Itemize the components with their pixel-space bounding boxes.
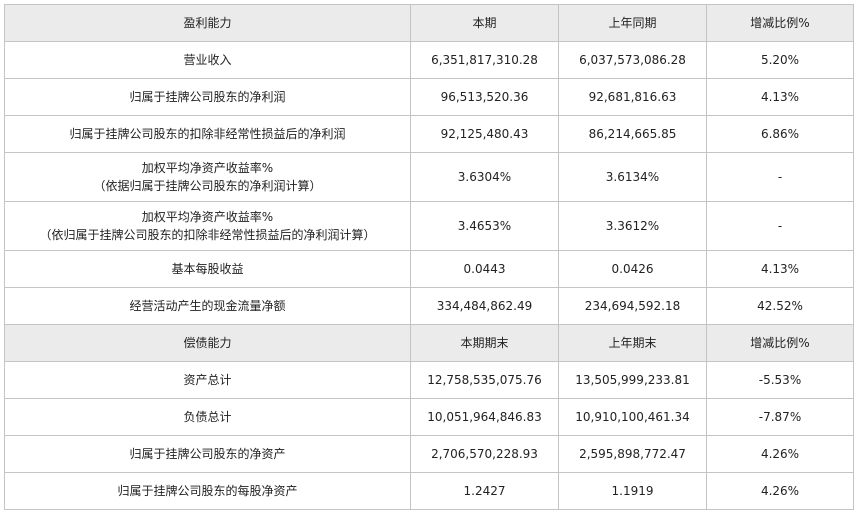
- data-row: 加权平均净资产收益率% （依归属于挂牌公司股东的扣除非经常性损益后的净利润计算） 3…: [4, 201, 854, 251]
- header-cell: 本期期末: [410, 324, 559, 362]
- cell-line: 加权平均净资产收益率%: [141, 161, 274, 175]
- data-row: 归属于挂牌公司股东的扣除非经常性损益后的净利润 92,125,480.43 86,2…: [4, 115, 854, 153]
- data-row: 归属于挂牌公司股东的净资产 2,706,570,228.93 2,595,898,7…: [4, 435, 854, 473]
- value-cell: 10,051,964,846.83: [410, 398, 559, 436]
- value-cell: 4.26%: [706, 435, 854, 473]
- value-cell: 3.6304%: [410, 152, 559, 202]
- header-cell: 上年同期: [558, 4, 707, 42]
- cell-line: （依归属于挂牌公司股东的扣除非经常性损益后的净利润计算）: [39, 228, 376, 242]
- value-cell: 0.0443: [410, 250, 559, 288]
- data-row: 加权平均净资产收益率% （依据归属于挂牌公司股东的净利润计算） 3.6304% 3.6…: [4, 152, 854, 202]
- cell-line: （依据归属于挂牌公司股东的净利润计算）: [93, 179, 322, 193]
- value-cell: 3.6134%: [558, 152, 707, 202]
- data-row: 营业收入 6,351,817,310.28 6,037,573,086.28 5.20…: [4, 41, 854, 79]
- value-cell: 6,037,573,086.28: [558, 41, 707, 79]
- row-label: 资产总计: [4, 361, 411, 399]
- value-cell: 3.3612%: [558, 201, 707, 251]
- value-cell: 6.86%: [706, 115, 854, 153]
- value-cell: -7.87%: [706, 398, 854, 436]
- value-cell: 3.4653%: [410, 201, 559, 251]
- data-row: 负债总计 10,051,964,846.83 10,910,100,461.34 -7…: [4, 398, 854, 436]
- row-label: 负债总计: [4, 398, 411, 436]
- value-cell: 4.13%: [706, 78, 854, 116]
- value-cell: 92,125,480.43: [410, 115, 559, 153]
- value-cell: 86,214,665.85: [558, 115, 707, 153]
- value-cell: 13,505,999,233.81: [558, 361, 707, 399]
- value-cell: -5.53%: [706, 361, 854, 399]
- header-cell: 增减比例%: [706, 324, 854, 362]
- data-row: 基本每股收益 0.0443 0.0426 4.13%: [4, 250, 854, 288]
- value-cell: -: [706, 152, 854, 202]
- row-label: 基本每股收益: [4, 250, 411, 288]
- value-cell: 96,513,520.36: [410, 78, 559, 116]
- value-cell: 2,595,898,772.47: [558, 435, 707, 473]
- header-cell: 增减比例%: [706, 4, 854, 42]
- row-label: 归属于挂牌公司股东的扣除非经常性损益后的净利润: [4, 115, 411, 153]
- data-row: 经营活动产生的现金流量净额 334,484,862.49 234,694,592.1…: [4, 287, 854, 325]
- value-cell: 1.2427: [410, 472, 559, 510]
- header-cell: 盈利能力: [4, 4, 411, 42]
- value-cell: 0.0426: [558, 250, 707, 288]
- value-cell: 6,351,817,310.28: [410, 41, 559, 79]
- header-cell: 上年期末: [558, 324, 707, 362]
- value-cell: 12,758,535,075.76: [410, 361, 559, 399]
- row-label: 归属于挂牌公司股东的净利润: [4, 78, 411, 116]
- data-row: 归属于挂牌公司股东的每股净资产 1.2427 1.1919 4.26%: [4, 472, 854, 510]
- row-label: 营业收入: [4, 41, 411, 79]
- header-row: 盈利能力 本期 上年同期 增减比例%: [4, 4, 854, 42]
- value-cell: -: [706, 201, 854, 251]
- financial-table: 盈利能力 本期 上年同期 增减比例% 营业收入 6,351,817,310.28 6,037…: [4, 4, 854, 510]
- table-body: 盈利能力 本期 上年同期 增减比例% 营业收入 6,351,817,310.28 6,037…: [4, 4, 854, 510]
- value-cell: 92,681,816.63: [558, 78, 707, 116]
- value-cell: 234,694,592.18: [558, 287, 707, 325]
- data-row: 资产总计 12,758,535,075.76 13,505,999,233.81 -5…: [4, 361, 854, 399]
- value-cell: 42.52%: [706, 287, 854, 325]
- value-cell: 5.20%: [706, 41, 854, 79]
- value-cell: 1.1919: [558, 472, 707, 510]
- cell-line: 加权平均净资产收益率%: [141, 210, 274, 224]
- value-cell: 2,706,570,228.93: [410, 435, 559, 473]
- value-cell: 334,484,862.49: [410, 287, 559, 325]
- row-label: 加权平均净资产收益率% （依归属于挂牌公司股东的扣除非经常性损益后的净利润计算）: [4, 201, 411, 251]
- value-cell: 4.26%: [706, 472, 854, 510]
- row-label: 加权平均净资产收益率% （依据归属于挂牌公司股东的净利润计算）: [4, 152, 411, 202]
- header-cell: 本期: [410, 4, 559, 42]
- header-row: 偿债能力 本期期末 上年期末 增减比例%: [4, 324, 854, 362]
- value-cell: 4.13%: [706, 250, 854, 288]
- data-row: 归属于挂牌公司股东的净利润 96,513,520.36 92,681,816.63 4…: [4, 78, 854, 116]
- row-label: 经营活动产生的现金流量净额: [4, 287, 411, 325]
- row-label: 归属于挂牌公司股东的净资产: [4, 435, 411, 473]
- header-cell: 偿债能力: [4, 324, 411, 362]
- value-cell: 10,910,100,461.34: [558, 398, 707, 436]
- row-label: 归属于挂牌公司股东的每股净资产: [4, 472, 411, 510]
